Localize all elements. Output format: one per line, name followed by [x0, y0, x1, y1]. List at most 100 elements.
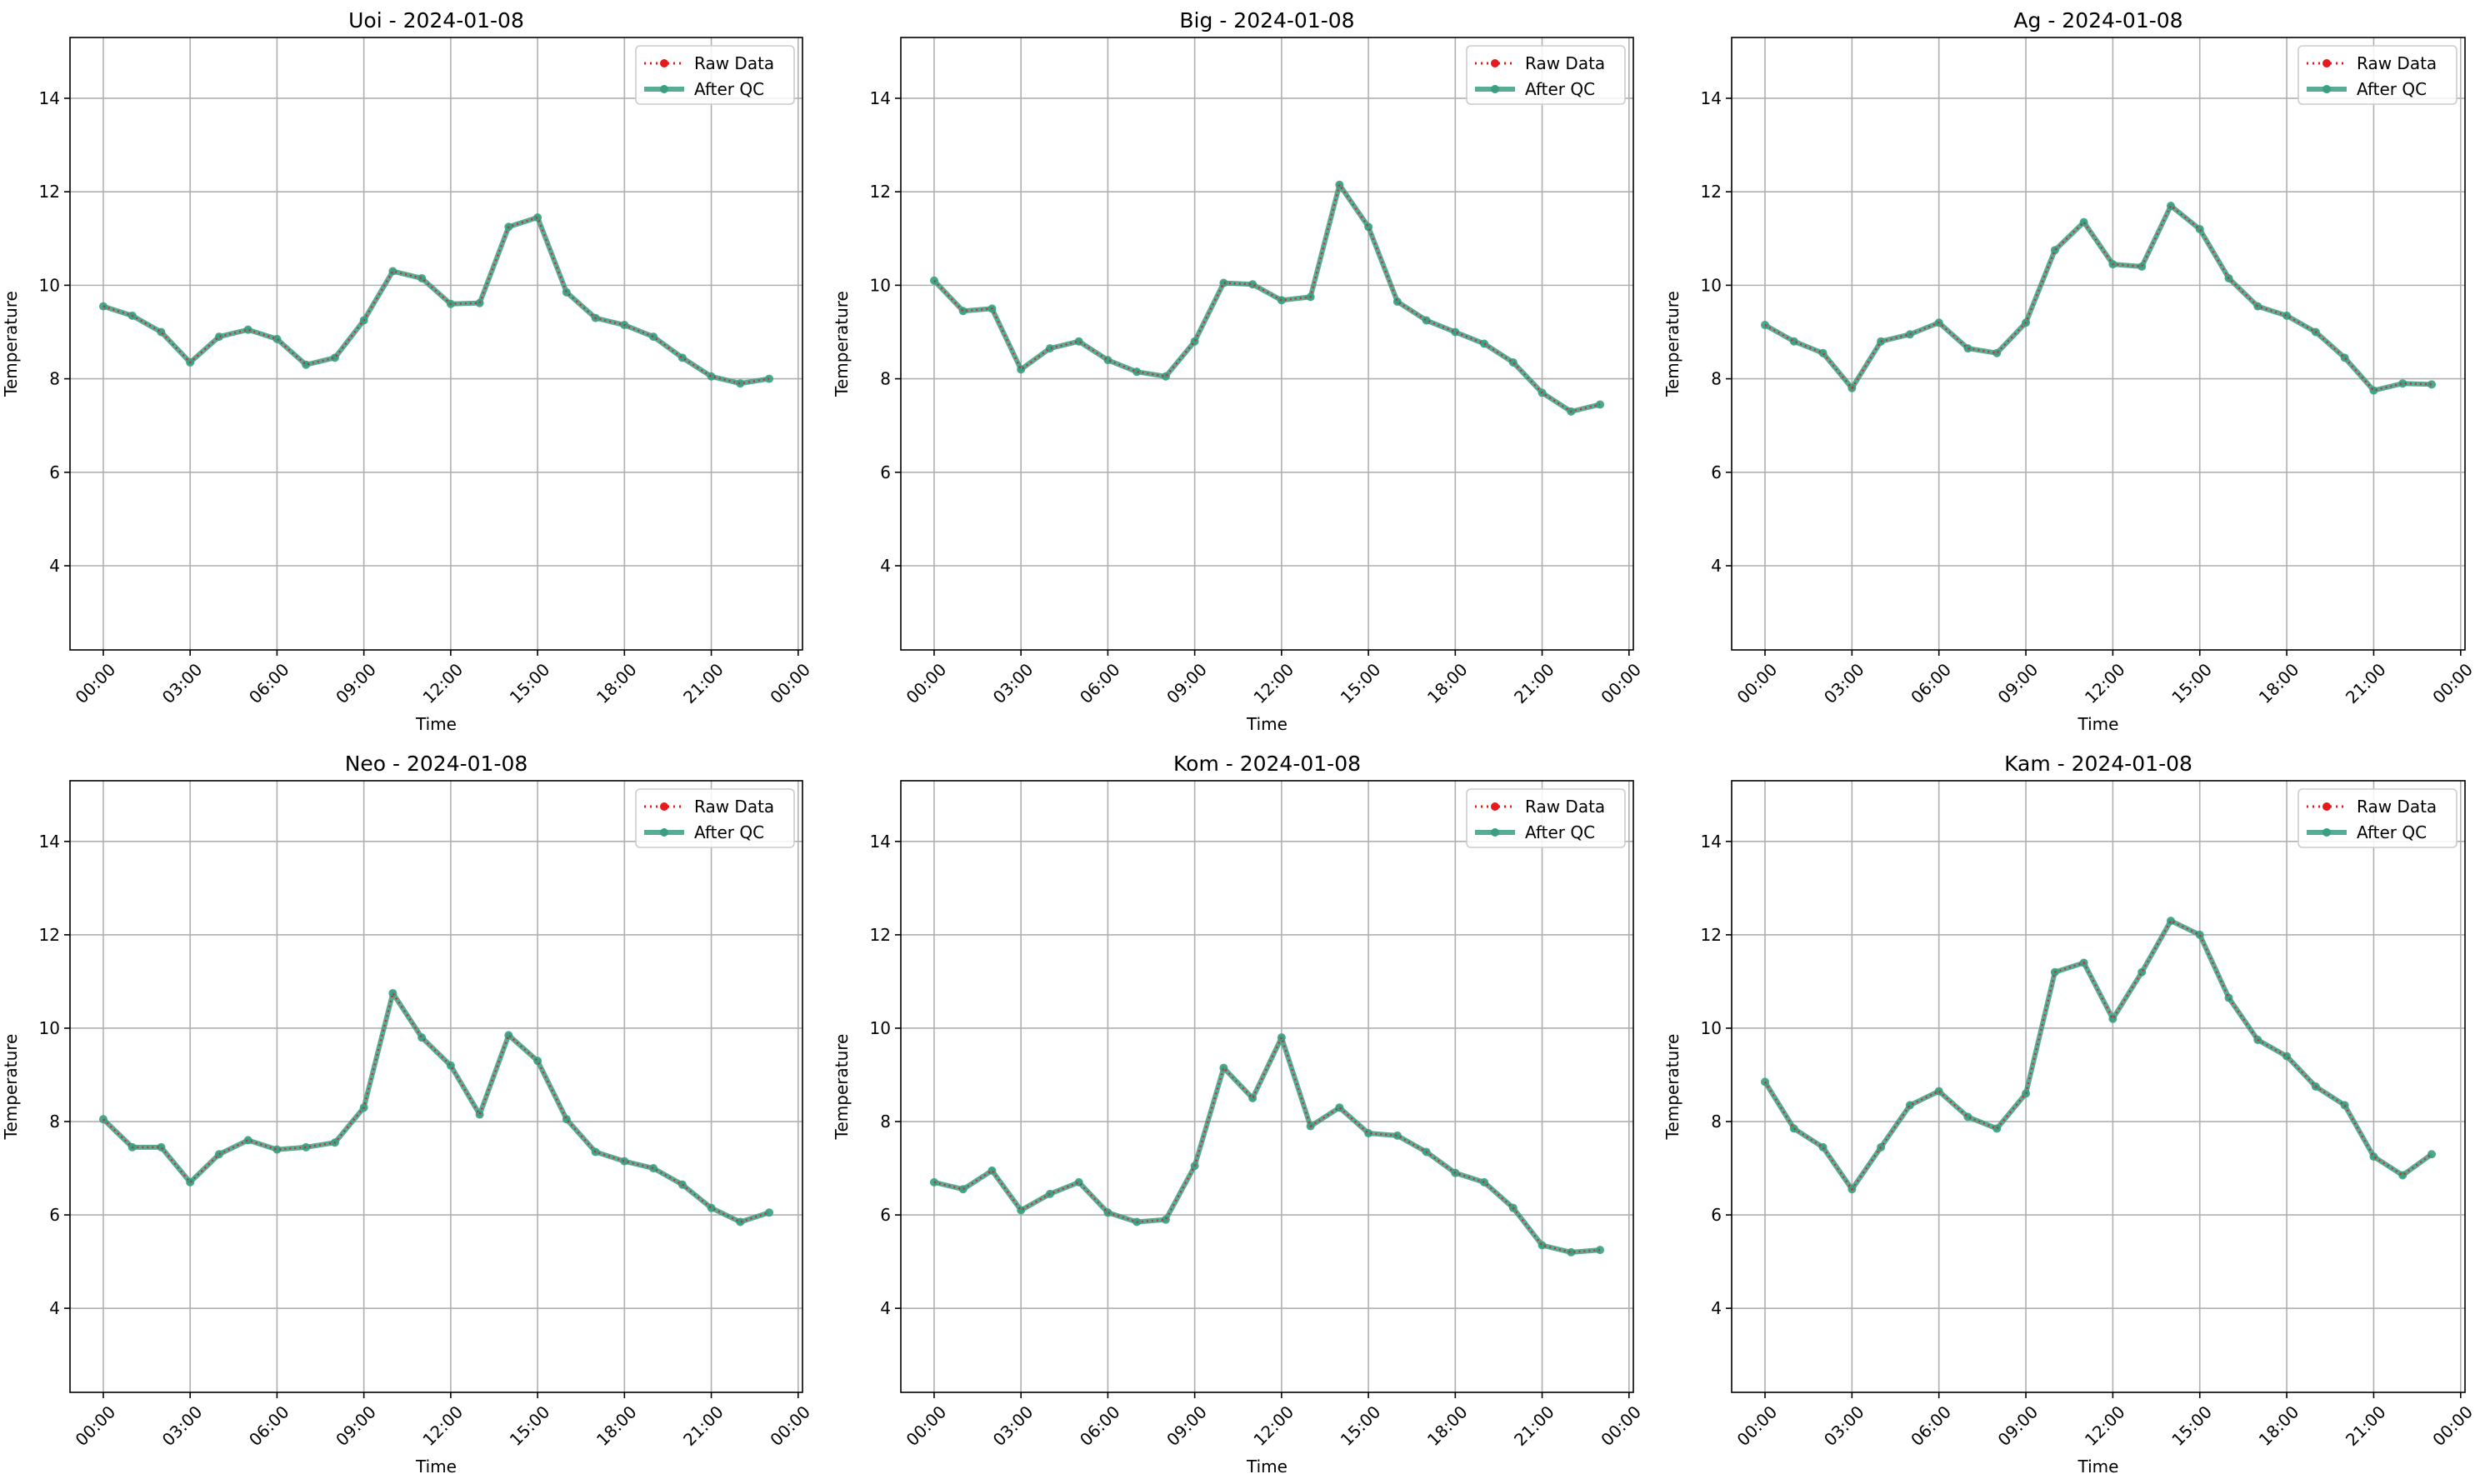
y-tick-label: 14	[1701, 832, 1722, 852]
legend-marker-after-qc	[2322, 85, 2331, 93]
x-tick-label: 06:00	[1907, 659, 1955, 707]
x-axis-label: Time	[2078, 714, 2119, 734]
series-line-after-qc	[1762, 918, 2433, 1192]
x-tick-label: 03:00	[1820, 1402, 1868, 1450]
subplot-1: Uoi - 2024-01-08 4 6 8 10 12 14 00:00 03:00 06:00…	[1, 8, 814, 734]
data-point-after-qc	[2079, 217, 2088, 227]
y-tick-label: 12	[870, 182, 891, 202]
x-tick-label: 21:00	[1510, 1402, 1558, 1450]
legend: Raw Data After QC	[2298, 45, 2458, 105]
data-point-after-qc	[388, 988, 398, 997]
y-tick-label: 10	[39, 1018, 60, 1038]
legend-marker-raw-data	[660, 59, 668, 67]
legend-marker-after-qc	[1491, 828, 1499, 837]
series-raw-data	[933, 1035, 1601, 1254]
data-point-after-qc	[1161, 1215, 1170, 1224]
data-point-after-qc	[1934, 1087, 1943, 1096]
x-tick-label: 21:00	[679, 1402, 728, 1450]
y-tick-label: 4	[880, 556, 891, 576]
x-tick-label: 09:00	[1162, 659, 1211, 707]
x-tick-label: 09:00	[332, 659, 380, 707]
series-line-after-qc	[102, 215, 770, 387]
subplot-title: Kom - 2024-01-08	[1173, 752, 1361, 776]
legend-marker-raw-data	[1491, 59, 1499, 67]
legend-label-raw-data: Raw Data	[1525, 53, 1605, 73]
y-tick-label: 8	[880, 369, 891, 389]
legend-label-raw-data: Raw Data	[2357, 53, 2437, 73]
legend-label-raw-data: Raw Data	[2357, 797, 2437, 817]
legend-marker-after-qc	[2322, 828, 2331, 837]
y-tick-label: 14	[870, 88, 891, 108]
x-tick-label: 21:00	[2342, 659, 2390, 707]
x-tick-label: 00:00	[1597, 1402, 1645, 1450]
series-line-raw-data	[102, 991, 770, 1223]
x-tick-label: 00:00	[1733, 659, 1782, 707]
data-point-after-qc	[736, 379, 745, 388]
y-tick-label: 6	[49, 1205, 60, 1225]
legend-label-raw-data: Raw Data	[694, 797, 774, 817]
y-tick-label: 4	[49, 556, 60, 576]
data-point-after-qc	[1789, 337, 1798, 346]
series-line-after-qc	[1763, 202, 2432, 393]
legend-label-after-qc: After QC	[1525, 822, 1595, 842]
subplot-2: Big - 2024-01-08 4 6 8 10 12 14 00:00 03:00 06:00…	[832, 8, 1645, 734]
x-tick-label: 15:00	[2168, 659, 2216, 707]
series-after-qc	[98, 988, 774, 1227]
grid	[1732, 37, 2465, 650]
y-axis-label: Temperature	[832, 291, 852, 397]
data-point-after-qc	[2428, 380, 2436, 389]
grid	[1732, 781, 2465, 1392]
y-tick-label: 6	[1711, 462, 1722, 482]
legend-label-after-qc: After QC	[2357, 822, 2427, 842]
x-tick-label: 00:00	[766, 659, 814, 707]
data-point-after-qc	[533, 213, 542, 222]
x-tick-label: 18:00	[1423, 1402, 1472, 1450]
data-point-after-qc	[1103, 1208, 1112, 1217]
x-tick-label: 09:00	[1994, 1402, 2042, 1450]
data-point-after-qc	[2253, 302, 2262, 311]
data-point-after-qc	[1992, 1124, 2002, 1133]
subplot-title: Ag - 2024-01-08	[2013, 8, 2182, 32]
data-point-after-qc	[2224, 993, 2233, 1002]
data-point-after-qc	[272, 1145, 282, 1154]
y-tick-label: 12	[39, 182, 60, 202]
axes-frame	[900, 37, 1634, 651]
legend-marker-raw-data	[660, 802, 668, 811]
x-tick-label: 09:00	[1994, 659, 2042, 707]
series-line-raw-data	[1764, 919, 2432, 1192]
data-point-after-qc	[157, 327, 166, 337]
x-tick-label: 00:00	[1733, 1402, 1782, 1450]
y-tick-label: 6	[880, 1205, 891, 1225]
y-tick-label: 4	[1711, 556, 1722, 576]
y-tick-label: 12	[39, 925, 60, 945]
x-tick-label: 03:00	[1820, 659, 1868, 707]
data-point-after-qc	[736, 1217, 745, 1227]
axes-frame	[900, 780, 1634, 1393]
data-point-after-qc	[958, 1185, 968, 1194]
legend-label-after-qc: After QC	[694, 79, 764, 99]
x-tick-label: 00:00	[1597, 659, 1645, 707]
data-point-after-qc	[562, 1115, 571, 1124]
x-tick-label: 06:00	[245, 659, 293, 707]
data-point-after-qc	[1219, 278, 1228, 287]
x-tick-label: 18:00	[592, 659, 641, 707]
legend-marker-raw-data	[2322, 59, 2331, 67]
data-point-after-qc	[649, 1164, 658, 1173]
x-tick-label: 18:00	[2255, 659, 2303, 707]
y-axis-label: Temperature	[1662, 1034, 1682, 1141]
legend-marker-after-qc	[660, 828, 668, 837]
x-tick-label: 12:00	[1249, 659, 1298, 707]
data-point-after-qc	[707, 1203, 716, 1212]
data-point-after-qc	[475, 298, 484, 307]
series-after-qc	[1761, 917, 2436, 1194]
series-after-qc	[98, 213, 774, 388]
data-point-after-qc	[1422, 316, 1431, 325]
x-tick-label: 12:00	[418, 659, 467, 707]
data-point-after-qc	[562, 287, 571, 297]
data-point-after-qc	[958, 307, 968, 316]
legend-label-raw-data: Raw Data	[694, 53, 774, 73]
subplot-5: Kom - 2024-01-08 4 6 8 10 12 14 00:00 03:00 06:00…	[832, 752, 1645, 1477]
legend: Raw Data After QC	[1466, 788, 1626, 848]
data-point-after-qc	[2369, 1152, 2378, 1162]
series-raw-data	[1764, 919, 2432, 1192]
